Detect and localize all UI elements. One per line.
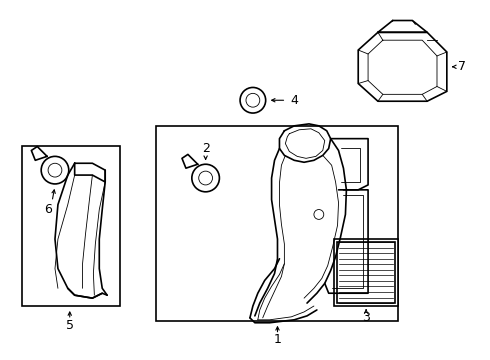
Bar: [22, 145, 120, 306]
Text: 5: 5: [66, 319, 74, 332]
Text: 7: 7: [458, 60, 466, 73]
Bar: [156, 126, 397, 321]
Bar: [337, 242, 394, 303]
Text: 1: 1: [273, 333, 281, 346]
Text: 3: 3: [362, 311, 370, 324]
Text: 6: 6: [44, 203, 52, 216]
Bar: [334, 239, 397, 306]
Text: 2: 2: [202, 142, 210, 155]
Text: 4: 4: [290, 94, 298, 107]
